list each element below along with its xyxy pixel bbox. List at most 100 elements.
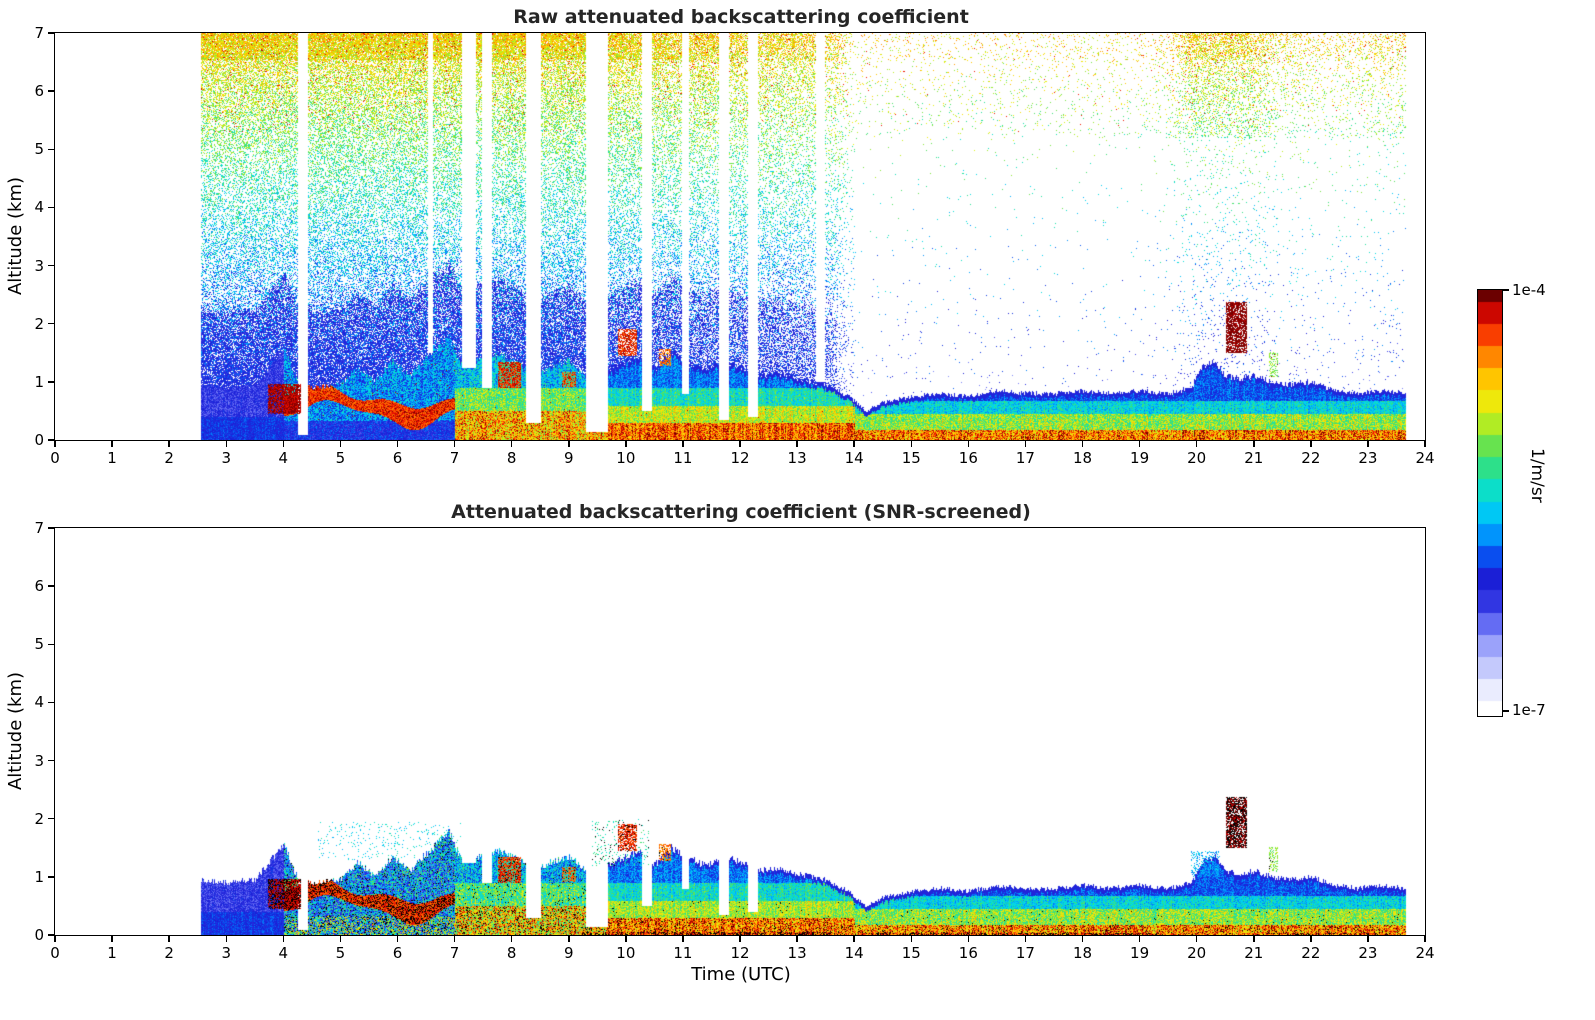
x-tick-mark [1367,936,1369,942]
x-tick-label: 1 [107,944,117,962]
x-tick-mark [339,441,342,447]
colorbar-canvas [1478,290,1502,712]
x-tick-label: 13 [787,449,807,467]
y-tick-label: 2 [34,314,44,333]
x-tick-label: 18 [1072,449,1093,467]
x-tick-label: 19 [1130,449,1150,467]
x-tick-label: 0 [50,944,60,962]
colorbar-top-tick [1503,289,1509,291]
x-tick-label: 6 [392,449,403,467]
x-tick-label: 23 [1358,449,1378,467]
x-tick-label: 15 [901,449,921,467]
x-tick-mark [1424,936,1426,942]
y-tick-label: 6 [34,577,44,596]
x-tick-label: 14 [844,944,864,962]
colorbar-axis-label: 1/m/sr [1527,448,1547,503]
y-tick-label: 5 [34,140,44,159]
x-tick-mark [1024,441,1027,447]
y-tick-mark [48,876,54,878]
x-tick-mark [54,936,56,942]
x-tick-mark [1310,441,1312,447]
x-tick-mark [853,441,855,447]
x-tick-label: 5 [335,944,346,962]
x-tick-mark [682,936,684,942]
x-tick-mark [453,441,456,447]
x-tick-label: 8 [506,944,517,962]
x-tick-mark [910,936,912,942]
x-tick-mark [282,936,285,942]
x-tick-mark [339,936,342,942]
y-tick-mark [48,527,54,529]
x-tick-label: 7 [449,449,460,467]
y-tick-label: 3 [34,751,44,770]
x-tick-mark [1195,936,1198,942]
y-tick-mark [48,585,54,587]
x-tick-label: 9 [563,449,574,467]
x-tick-mark [453,936,456,942]
x-tick-mark [1310,936,1312,942]
y-tick-label: 5 [34,635,44,654]
x-tick-mark [967,936,970,942]
y-tick-label: 1 [34,867,44,886]
x-tick-label: 2 [164,449,174,467]
x-tick-mark [396,936,399,942]
x-tick-mark [225,441,227,447]
x-tick-mark [796,936,798,942]
x-tick-mark [1138,441,1141,447]
x-tick-label: 20 [1187,944,1207,962]
x-tick-mark [853,936,855,942]
x-tick-label: 14 [844,449,864,467]
x-tick-mark [225,936,227,942]
x-tick-mark [625,936,627,942]
x-tick-label: 15 [901,944,921,962]
x-tick-mark [1024,936,1027,942]
x-tick-label: 16 [958,449,978,467]
colorbar-min-label: 1e-7 [1512,701,1546,719]
x-tick-label: 21 [1244,944,1264,962]
x-tick-mark [1424,441,1426,447]
x-tick-mark [396,441,399,447]
colorbar-bottom-tick [1503,710,1509,712]
x-tick-label: 4 [278,449,289,467]
panel-title-screened: Attenuated backscattering coefficient (S… [451,501,1031,523]
x-tick-mark [111,936,113,942]
x-tick-label: 5 [335,449,346,467]
x-tick-label: 24 [1415,449,1435,467]
y-tick-mark [48,439,54,441]
x-tick-label: 1 [107,449,117,467]
colorbar [1477,289,1503,717]
y-tick-label: 1 [34,372,44,391]
x-tick-label: 10 [616,449,636,467]
y-tick-mark [48,90,54,92]
x-tick-label: 6 [392,944,403,962]
x-tick-mark [1253,936,1255,942]
x-tick-label: 12 [730,944,750,962]
x-tick-mark [510,936,513,942]
x-tick-label: 3 [221,449,232,467]
x-tick-label: 13 [787,944,807,962]
x-axis-label: Time (UTC) [691,964,791,985]
x-tick-label: 10 [616,944,636,962]
x-tick-mark [568,936,570,942]
y-tick-mark [48,643,54,646]
x-tick-mark [510,441,513,447]
x-tick-mark [1081,936,1084,942]
y-tick-label: 6 [34,82,44,101]
x-tick-mark [739,441,741,447]
x-tick-mark [1253,441,1255,447]
x-tick-mark [1138,936,1141,942]
x-tick-label: 24 [1415,944,1435,962]
x-tick-label: 2 [164,944,174,962]
x-tick-mark [168,936,170,942]
x-tick-label: 0 [50,449,60,467]
colorbar-max-label: 1e-4 [1512,281,1546,299]
x-tick-label: 17 [1015,449,1035,467]
y-tick-mark [48,701,54,704]
x-tick-mark [796,441,798,447]
x-tick-mark [168,441,170,447]
x-tick-mark [54,441,56,447]
x-tick-label: 11 [673,944,693,962]
heatmap-canvas-raw [55,33,1425,440]
y-tick-mark [48,817,54,820]
x-tick-mark [111,441,113,447]
